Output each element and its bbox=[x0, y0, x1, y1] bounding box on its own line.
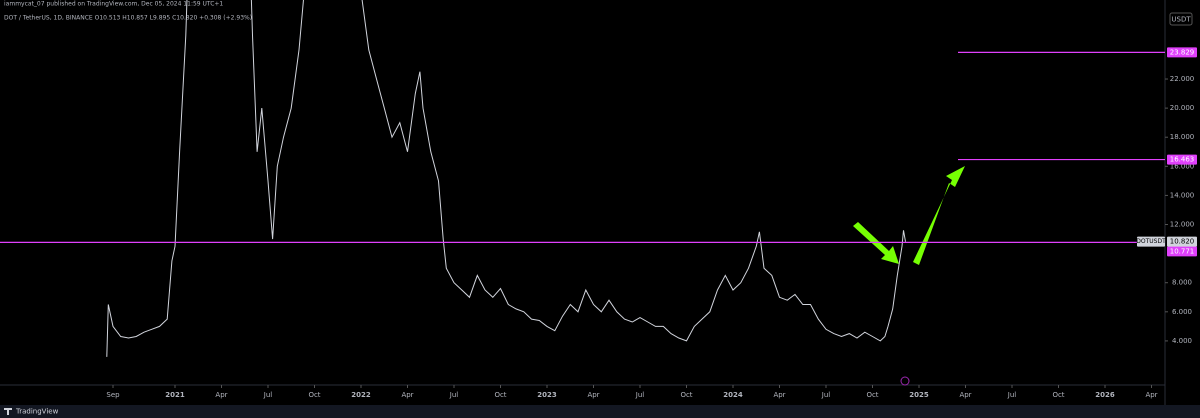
arrow-shape bbox=[853, 222, 899, 264]
x-tick-label: Apr bbox=[959, 391, 971, 399]
level-label-box bbox=[1167, 154, 1197, 165]
x-tick-label: Sep bbox=[106, 391, 120, 399]
arrow-shape bbox=[913, 166, 965, 265]
brand: TradingView bbox=[15, 408, 59, 416]
y-tick-label: 18.000 bbox=[1170, 133, 1195, 141]
last-price-label: 10.820 bbox=[1170, 238, 1195, 246]
y-tick-label: 14.000 bbox=[1170, 191, 1195, 199]
level-label: 16.463 bbox=[1170, 156, 1195, 164]
price-line bbox=[106, 0, 906, 357]
x-tick-label: Jul bbox=[821, 391, 831, 399]
x-tick-label: Apr bbox=[587, 391, 599, 399]
x-tick-label: 2021 bbox=[165, 391, 185, 399]
level-label-box bbox=[1167, 246, 1197, 257]
y-tick-label: 20.000 bbox=[1170, 104, 1195, 112]
x-tick-label: 2023 bbox=[537, 391, 557, 399]
x-tick-label: Oct bbox=[1052, 391, 1064, 399]
symbol-label: DOTUSDT bbox=[1136, 238, 1166, 245]
y-tick-label: 4.000 bbox=[1172, 337, 1192, 345]
y-tick-label: 16.000 bbox=[1170, 162, 1195, 170]
currency-box bbox=[1169, 12, 1193, 26]
level-label-box bbox=[1167, 47, 1197, 58]
plot-area bbox=[106, 0, 906, 357]
x-tick-label: Oct bbox=[494, 391, 506, 399]
x-tick-label: 2024 bbox=[723, 391, 743, 399]
symbol-box bbox=[1137, 236, 1165, 247]
brand-logo bbox=[4, 408, 12, 415]
x-tick-label: Oct bbox=[680, 391, 692, 399]
x-tick-label: Oct bbox=[308, 391, 320, 399]
event-icon bbox=[900, 376, 910, 386]
chart-title: DOT / TetherUS, 1D, BINANCE O10.513 H10.… bbox=[4, 15, 252, 22]
x-tick-label: 2025 bbox=[909, 391, 929, 399]
x-tick-label: Jul bbox=[635, 391, 645, 399]
y-tick-label: 8.000 bbox=[1172, 279, 1192, 287]
x-tick-label: Apr bbox=[215, 391, 227, 399]
y-tick-label: 22.000 bbox=[1170, 75, 1195, 83]
x-tick-label: 2026 bbox=[1095, 391, 1115, 399]
last-price-box bbox=[1167, 236, 1197, 247]
y-tick-label: 6.000 bbox=[1172, 308, 1192, 316]
x-tick-label: 2022 bbox=[351, 391, 371, 399]
x-tick-label: Jul bbox=[263, 391, 273, 399]
x-tick-label: Apr bbox=[773, 391, 785, 399]
arrow-up bbox=[913, 166, 965, 265]
x-tick-label: Jul bbox=[1007, 391, 1017, 399]
level-label: 23.829 bbox=[1170, 48, 1195, 56]
x-tick-label: Apr bbox=[1145, 391, 1157, 399]
footer bbox=[0, 405, 1200, 418]
level-label: 10.771 bbox=[1170, 247, 1195, 255]
currency: USDT bbox=[1171, 16, 1191, 24]
arrow-down bbox=[853, 222, 899, 264]
x-tick-label: Jul bbox=[449, 391, 459, 399]
x-tick-label: Oct bbox=[866, 391, 878, 399]
x-tick-label: Apr bbox=[401, 391, 413, 399]
y-tick-label: 12.000 bbox=[1170, 221, 1195, 229]
publisher: iammycat_07 published on TradingView.com… bbox=[4, 1, 223, 8]
